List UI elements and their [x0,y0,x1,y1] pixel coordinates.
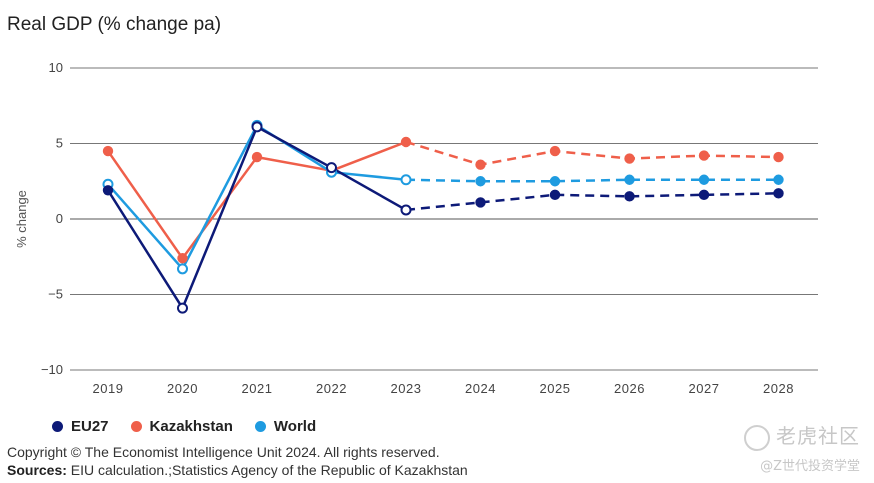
series-line-forecast [405,192,779,212]
y-tick-label: 0 [56,211,63,226]
data-point [102,185,114,196]
legend-item: World [254,418,317,435]
x-tick-label: 2020 [167,381,198,396]
data-point [177,263,188,275]
x-tick-label: 2028 [763,381,794,396]
tiger-logo-icon [744,424,770,451]
sources-line: Sources: EIU calculation.;Statistics Age… [7,461,468,479]
series-line-forecast [405,140,779,166]
data-point [177,302,188,314]
data-point [549,176,561,187]
data-point [624,191,635,202]
data-point [773,188,784,199]
sources-label: Sources: [7,462,67,478]
data-point [773,174,784,185]
sources-text: EIU calculation.;Statistics Agency of th… [66,462,468,478]
data-point [698,189,710,201]
series-line-actual [107,124,407,271]
data-point [549,189,561,201]
data-point [475,176,486,187]
x-tick-label: 2023 [391,381,422,396]
legend: EU27 Kazakhstan World [52,418,316,435]
x-tick-label: 2027 [689,381,720,396]
y-tick-label: −5 [48,287,63,302]
x-tick-label: 2025 [540,381,571,396]
legend-item: EU27 [52,418,109,435]
data-point [549,145,561,157]
x-tick-label: 2024 [465,381,496,396]
data-point [475,197,486,208]
x-tick-label: 2019 [93,381,124,396]
watermark-line2: @Z世代投资学堂 [760,458,860,474]
x-tick-label: 2021 [242,381,273,396]
y-tick-labels: 10 5 0 −5 −10 [41,60,63,377]
x-tick-label: 2026 [614,381,645,396]
legend-dot [52,421,63,432]
watermark: 老虎社区 @Z世代投资学堂 [744,420,860,474]
data-point [773,151,784,163]
x-tick-label: 2022 [316,381,347,396]
legend-dot [130,421,142,432]
series-line-forecast [405,178,779,183]
series-markers [102,119,784,314]
y-axis-label: % change [14,190,29,248]
series-lines [106,124,779,310]
watermark-line1: 老虎社区 [776,424,860,448]
data-point [400,174,412,186]
legend-label: Kazakhstan [149,418,233,435]
legend-item: Kazakhstan [130,418,233,435]
grid-lines [70,67,818,371]
footer: Copyright © The Economist Intelligence U… [7,443,468,479]
data-point [698,174,710,185]
legend-label: World [273,418,317,435]
legend-dot [254,421,266,432]
y-tick-label: 10 [49,60,63,75]
data-point [251,151,263,163]
data-point [475,159,486,170]
data-point [698,150,710,161]
data-point [102,145,114,157]
y-tick-label: −10 [41,362,63,377]
y-tick-label: 5 [56,136,63,151]
data-point [624,174,635,185]
data-point [400,204,412,216]
data-point [400,136,412,148]
data-point [251,121,263,133]
data-point [177,253,188,264]
copyright-text: Copyright © The Economist Intelligence U… [7,444,440,460]
chart-title: Real GDP (% change pa) [7,14,222,35]
data-point [624,153,635,164]
x-tick-labels: 2019 2020 2021 2022 2023 2024 2025 2026 2027 2028 [93,381,794,396]
legend-label: EU27 [71,418,109,435]
data-point [326,162,337,174]
